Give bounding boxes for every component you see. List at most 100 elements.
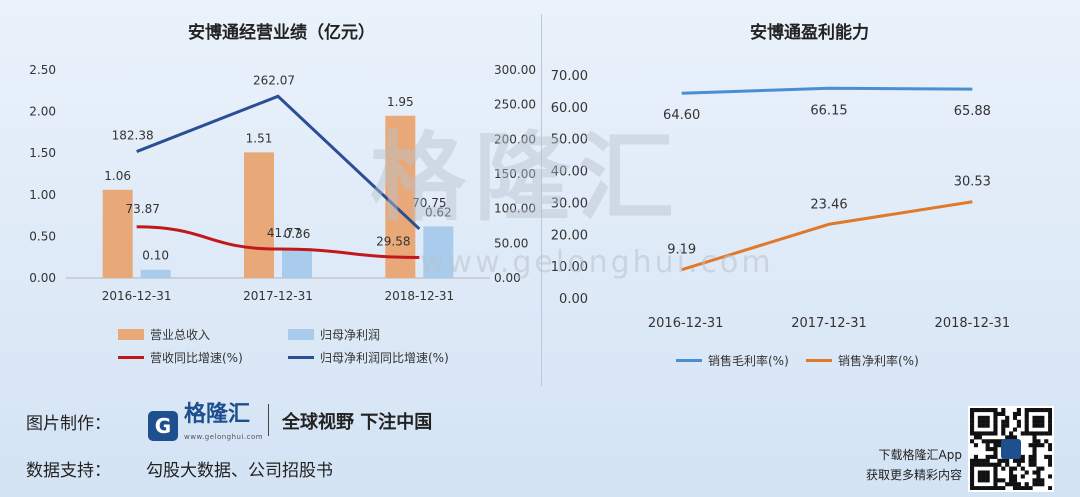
qr-module [973, 458, 979, 463]
qr-module [1036, 443, 1041, 448]
qr-module [970, 427, 975, 432]
left-y-tick-label: 2.00 [29, 105, 56, 119]
qr-module [1005, 423, 1010, 428]
qr-code-icon[interactable] [968, 406, 1054, 492]
qr-code-graphic [970, 408, 1053, 491]
qr-module [1024, 415, 1029, 420]
qr-module [985, 431, 990, 436]
qr-module [977, 423, 982, 428]
qr-module [970, 486, 975, 491]
qr-module [970, 415, 975, 420]
line-net-profit-growth [136, 94, 421, 231]
qr-module [1036, 419, 1041, 424]
qr-module [1020, 458, 1025, 463]
qr-module [970, 478, 975, 483]
slogan: 全球视野 下注中国 [282, 412, 433, 433]
qr-module [970, 482, 975, 487]
logo-g-icon: G [148, 411, 178, 441]
line-data-label: 182.38 [112, 129, 154, 143]
qr-module [989, 408, 994, 413]
qr-module [1044, 431, 1049, 436]
right-y-tick-label: 100.00 [494, 202, 536, 216]
qr-module [1001, 478, 1006, 483]
legend-net-margin: 销售净利率(%) [806, 352, 919, 369]
qr-module [1005, 458, 1010, 463]
qr-module [1040, 431, 1045, 436]
legend-revenue: 营业总收入 [118, 326, 210, 343]
qr-module [1012, 458, 1018, 463]
qr-module [989, 447, 994, 452]
qr-module [977, 486, 982, 491]
qr-module [973, 462, 979, 467]
qr-module [977, 408, 982, 413]
data-source-label: 数据支持： [26, 461, 111, 481]
qr-module [1032, 431, 1037, 436]
qr-module [977, 431, 982, 436]
qr-module [1020, 486, 1025, 491]
qr-module [1009, 431, 1014, 436]
qr-module [993, 474, 998, 479]
qr-module [993, 411, 998, 417]
right-chart-y-tick-label: 20.00 [551, 228, 588, 243]
qr-module [985, 474, 990, 479]
qr-module [970, 419, 975, 424]
qr-module [1048, 486, 1053, 491]
qr-module [1024, 431, 1029, 436]
qr-module [1001, 408, 1006, 413]
qr-module [1036, 466, 1041, 471]
qr-module [993, 454, 998, 459]
qr-module [981, 419, 986, 424]
qr-module [1016, 419, 1021, 424]
qr-module [1040, 443, 1045, 448]
qr-module [993, 427, 998, 432]
bar-data-label: 1.06 [104, 169, 131, 183]
app-download-line2: 获取更多精彩内容 [865, 468, 962, 482]
qr-module [985, 423, 990, 428]
logo-url: www.gelonghui.com [184, 433, 264, 441]
footer-logo[interactable]: G 格隆汇 www.gelonghui.com [148, 404, 263, 448]
qr-module [1040, 466, 1045, 471]
qr-module [1016, 411, 1021, 417]
qr-module [993, 482, 998, 487]
qr-module [985, 447, 990, 452]
qr-module [977, 470, 982, 475]
qr-module [970, 474, 975, 479]
qr-module [1012, 427, 1018, 432]
qr-module [1036, 478, 1041, 483]
bar-net-profit [423, 226, 454, 278]
x-tick-label: 2016-12-31 [102, 289, 172, 303]
qr-module [981, 423, 986, 428]
qr-module [970, 458, 975, 463]
right-y-tick-label: 150.00 [494, 167, 536, 181]
legend-swatch-net-profit-growth [288, 356, 314, 359]
qr-module [981, 470, 986, 475]
app-download-line1: 下载格隆汇App [878, 448, 962, 462]
qr-module [985, 415, 990, 420]
qr-module [1032, 439, 1037, 444]
qr-module [1036, 482, 1041, 487]
qr-module [993, 450, 998, 456]
right-chart-data-label: 64.60 [663, 108, 700, 123]
qr-module [993, 431, 998, 436]
qr-module [1032, 447, 1037, 452]
qr-module [993, 415, 998, 420]
qr-module [1024, 411, 1029, 417]
qr-module [993, 470, 998, 475]
qr-module [1040, 419, 1045, 424]
qr-module [1036, 423, 1041, 428]
qr-module [993, 408, 998, 413]
qr-module [970, 466, 975, 471]
made-by-label: 图片制作： [26, 414, 111, 434]
right-chart-data-label: 66.15 [810, 103, 847, 118]
logo-text: 格隆汇 www.gelonghui.com [184, 404, 263, 448]
right-chart-x-tick-label: 2018-12-31 [935, 316, 1011, 331]
qr-module [1024, 423, 1029, 428]
qr-module [993, 466, 998, 471]
qr-module [989, 454, 994, 459]
x-tick-label: 2017-12-31 [243, 289, 313, 303]
qr-module [981, 408, 986, 413]
data-source: 勾股大数据、公司招股书 [146, 461, 333, 481]
qr-module [1048, 423, 1053, 428]
qr-module [977, 462, 982, 467]
qr-module [1005, 462, 1010, 467]
